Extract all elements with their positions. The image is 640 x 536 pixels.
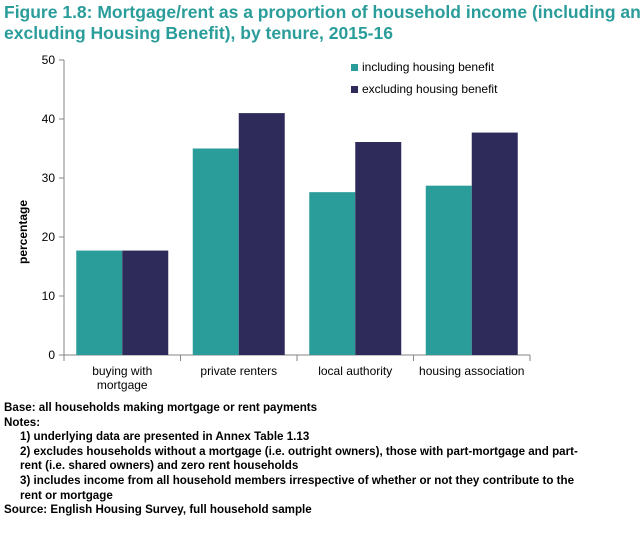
legend-swatch-0 [351, 64, 358, 71]
y-tick-label: 50 [42, 53, 56, 67]
bar-including-2 [309, 192, 356, 355]
legend-swatch-1 [351, 86, 358, 93]
bars [76, 113, 518, 355]
bar-including-3 [425, 185, 472, 355]
x-tick-label: private renters [200, 364, 277, 378]
y-axis: 0 10 20 30 40 50 [42, 53, 65, 362]
bar-excluding-2 [355, 142, 402, 355]
bar-including-0 [76, 250, 123, 355]
chart-notes: Base: all households making mortgage or … [4, 401, 640, 518]
notes-heading: Notes: [4, 415, 41, 429]
y-tick-label: 30 [42, 171, 56, 185]
source-note: Source: English Housing Survey, full hou… [4, 503, 312, 517]
x-tick-label: local authority [318, 364, 392, 378]
note-2-line-1: 2) excludes households without a mortgag… [20, 444, 578, 458]
x-tick-label: buying with [92, 364, 152, 378]
bar-excluding-1 [238, 113, 285, 355]
bar-excluding-0 [122, 250, 169, 355]
y-axis-label: percentage [16, 200, 30, 264]
note-1: 1) underlying data are presented in Anne… [20, 430, 310, 444]
bar-including-1 [192, 148, 239, 355]
legend-label-1: excluding housing benefit [362, 82, 498, 96]
note-3-line-2: rent or mortgage [20, 488, 113, 502]
figure-title-line-2: excluding Housing Benefit), by tenure, 2… [4, 23, 393, 43]
base-note: Base: all households making mortgage or … [4, 401, 318, 414]
note-3-line-1: 3) includes income from all household me… [20, 473, 575, 487]
legend-label-0: including housing benefit [362, 60, 495, 74]
y-tick-label: 20 [42, 230, 56, 244]
note-2-line-2: rent (i.e. shared owners) and zero rent … [20, 459, 299, 473]
bar-excluding-3 [471, 132, 518, 355]
x-tick-label: mortgage [97, 378, 148, 392]
legend: including housing benefit excluding housi… [351, 60, 498, 96]
y-tick-label: 0 [48, 348, 55, 362]
figure-title: Figure 1.8: Mortgage/rent as a proportio… [4, 2, 640, 44]
y-tick-label: 40 [42, 112, 56, 126]
figure-title-line-1: Figure 1.8: Mortgage/rent as a proportio… [4, 2, 640, 22]
x-tick-label: housing association [419, 364, 524, 378]
y-tick-label: 10 [42, 289, 56, 303]
